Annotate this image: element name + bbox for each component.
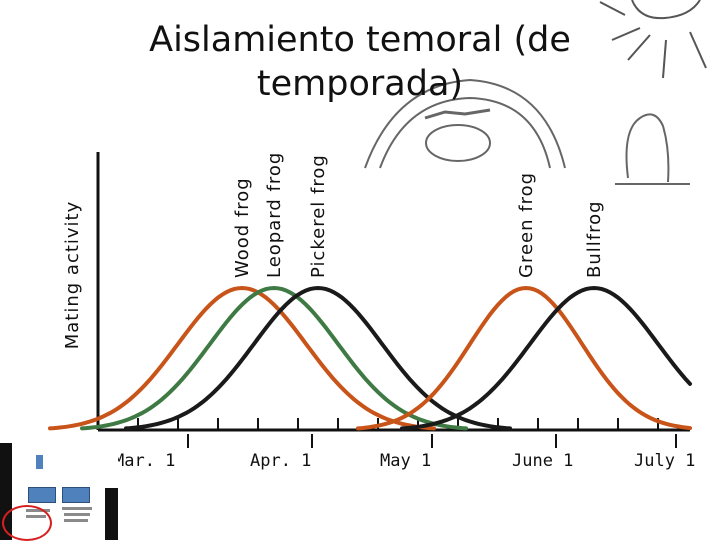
thumbnail-text	[64, 513, 90, 516]
thumbnail-text	[64, 519, 88, 522]
series-label: Leopard frog	[264, 152, 285, 278]
series-curve-pickerel-frog	[124, 285, 512, 431]
groundhog-sketch-icon	[364, 78, 690, 185]
x-tick-label: May 1	[380, 451, 431, 471]
y-axis-label: Mating activity	[62, 201, 83, 350]
series-curve-green-frog	[356, 285, 692, 431]
x-tick-label: Apr. 1	[250, 451, 311, 471]
series-curve-leopard-frog	[80, 285, 468, 431]
thumbnail-edge-right	[105, 488, 118, 540]
thumbnail-marker	[36, 455, 43, 469]
thumbnail-text	[62, 507, 92, 510]
thumbnail-box-1	[28, 487, 56, 503]
thumbnail-highlight-ring	[2, 505, 52, 541]
series-label: Green frog	[516, 172, 537, 278]
x-ticks	[137, 418, 677, 448]
series-labels: Wood frog Leopard frog Pickerel frog Green …	[232, 152, 605, 278]
x-tick-label: Mar. 1	[114, 451, 175, 471]
x-tick-label: June 1	[512, 451, 573, 471]
sun-sketch-icon	[599, 0, 707, 79]
series-label: Wood frog	[232, 177, 253, 278]
series-curve-bullfrog	[400, 285, 692, 431]
slide-title: Aislamiento temoral (de temporada)	[110, 18, 610, 106]
title-line-1: Aislamiento temoral (de	[149, 20, 571, 60]
thumbnail-box-2	[62, 487, 90, 503]
title-line-2: temporada)	[256, 64, 464, 104]
series-label: Bullfrog	[584, 200, 605, 278]
slide-thumbnail[interactable]	[0, 443, 118, 541]
series-curve-wood-frog	[48, 285, 436, 431]
chart-axes	[96, 152, 690, 432]
x-tick-labels: Mar. 1 Apr. 1 May 1 June 1 July 1	[114, 451, 695, 471]
series-label: Pickerel frog	[308, 154, 329, 278]
series-curves	[48, 285, 692, 431]
x-tick-label: July 1	[634, 451, 695, 471]
